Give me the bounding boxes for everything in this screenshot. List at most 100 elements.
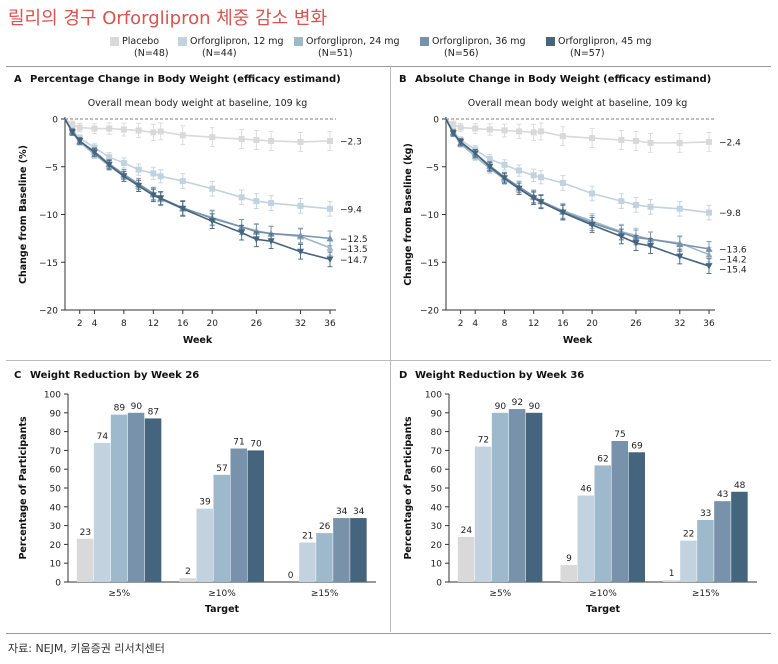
data-point [68,129,76,136]
x-tick-label: ≥15% [311,589,339,599]
panel-letter: A [14,74,22,85]
bar-value-label: 48 [734,481,746,491]
bar-value-label: 72 [478,436,489,446]
data-point [238,194,245,201]
bar-group: 2 39 57 71 70 [179,438,264,582]
bar-value-label: 75 [614,430,625,440]
legend-n: (N=56) [444,48,479,59]
bar-s45 [525,412,543,582]
end-value-label: −12.5 [340,235,368,245]
bar-value-label: 74 [97,432,109,442]
data-point [326,234,334,242]
series-line [64,118,331,249]
x-axis-label: Target [586,604,621,615]
data-point [530,172,537,179]
bar-value-label: 90 [529,402,541,412]
data-point [457,124,464,131]
data-point [76,137,84,145]
data-point [537,199,545,206]
bar-s36 [333,518,350,582]
data-point [150,170,157,177]
bar-placebo [560,565,577,582]
bar-value-label: 34 [336,507,348,517]
bar-s12 [299,542,316,582]
y-tick-label: −20 [39,307,58,317]
bar-value-label: 23 [80,528,91,538]
y-tick-label: 60 [431,466,443,476]
y-tick-label: 40 [431,503,443,513]
series-line [445,118,710,256]
data-point [515,185,523,193]
end-value-label: −2.4 [719,138,741,148]
panel-divider-horizontal [6,360,771,361]
x-tick-label: 2 [77,319,83,329]
data-point [559,133,566,140]
y-tick-label: 50 [50,485,62,495]
y-tick-label: −15 [420,259,439,269]
series-line [445,118,710,144]
y-tick-label: 50 [431,485,443,495]
y-tick-label: 40 [50,503,62,513]
data-point [157,195,165,202]
bar-value-label: 69 [631,441,643,451]
panel-title: Absolute Change in Body Weight (efficacy… [415,74,711,85]
data-point [90,149,98,156]
bar-value-label: 90 [131,402,143,412]
bar-s45 [628,452,645,582]
y-tick-label: 80 [431,428,443,438]
data-point [486,156,493,163]
x-tick-label: ≥5% [489,589,511,599]
end-value-label: −9.4 [340,205,362,215]
data-point [537,128,544,135]
bar-value-label: 0 [288,571,294,581]
bar-value-label: 70 [250,439,262,449]
data-point [632,240,640,247]
data-point [647,243,655,250]
bar-value-label: 33 [700,509,711,519]
bar-value-label: 39 [199,498,211,508]
bar-value-label: 71 [233,438,244,448]
data-point [486,126,493,133]
bar-s45 [731,491,748,582]
data-point [105,161,113,169]
data-point [252,228,260,235]
end-value-label: −9.8 [719,209,741,219]
source-note: 자료: NEJM, 키움증권 리서치센터 [8,642,165,655]
data-point [647,203,654,210]
x-tick-label: ≥15% [692,589,720,599]
panel-subtitle: Overall mean body weight at baseline, 10… [88,98,308,109]
panel-letter: D [399,370,407,381]
data-point [267,238,275,245]
x-tick-label: 4 [472,319,478,329]
panel-subtitle: Overall mean body weight at baseline, 10… [468,98,688,109]
bar-value-label: 26 [319,522,331,532]
data-point [705,263,713,270]
x-axis-label: Week [563,335,593,346]
data-point [297,202,304,209]
data-point [327,205,333,212]
page-title: 릴리의 경구 Orforglipron 체중 감소 변화 [8,8,328,29]
bar-value-label: 57 [216,464,227,474]
y-tick-label: 30 [431,522,443,532]
bar-s24 [697,519,714,582]
x-tick-label: 36 [703,319,715,329]
data-point [618,137,625,144]
y-tick-label: −5 [45,163,58,173]
y-tick-label: 0 [436,579,442,589]
panel-title: Percentage Change in Body Weight (effica… [30,74,341,85]
data-point [486,163,494,171]
data-point [457,138,465,146]
data-point [501,127,508,134]
x-tick-label: 16 [557,319,569,329]
bar-value-label: 21 [302,532,313,542]
data-point [253,137,260,144]
data-point [238,229,246,237]
data-point [91,125,98,132]
data-point [472,125,479,132]
bar-value-label: 87 [148,407,159,417]
series-line [64,118,331,210]
bar-group: 24 72 90 92 90 [457,398,543,582]
data-point [297,232,305,239]
y-axis-label: Change from Baseline (kg) [403,143,414,286]
y-tick-label: 90 [431,409,443,419]
